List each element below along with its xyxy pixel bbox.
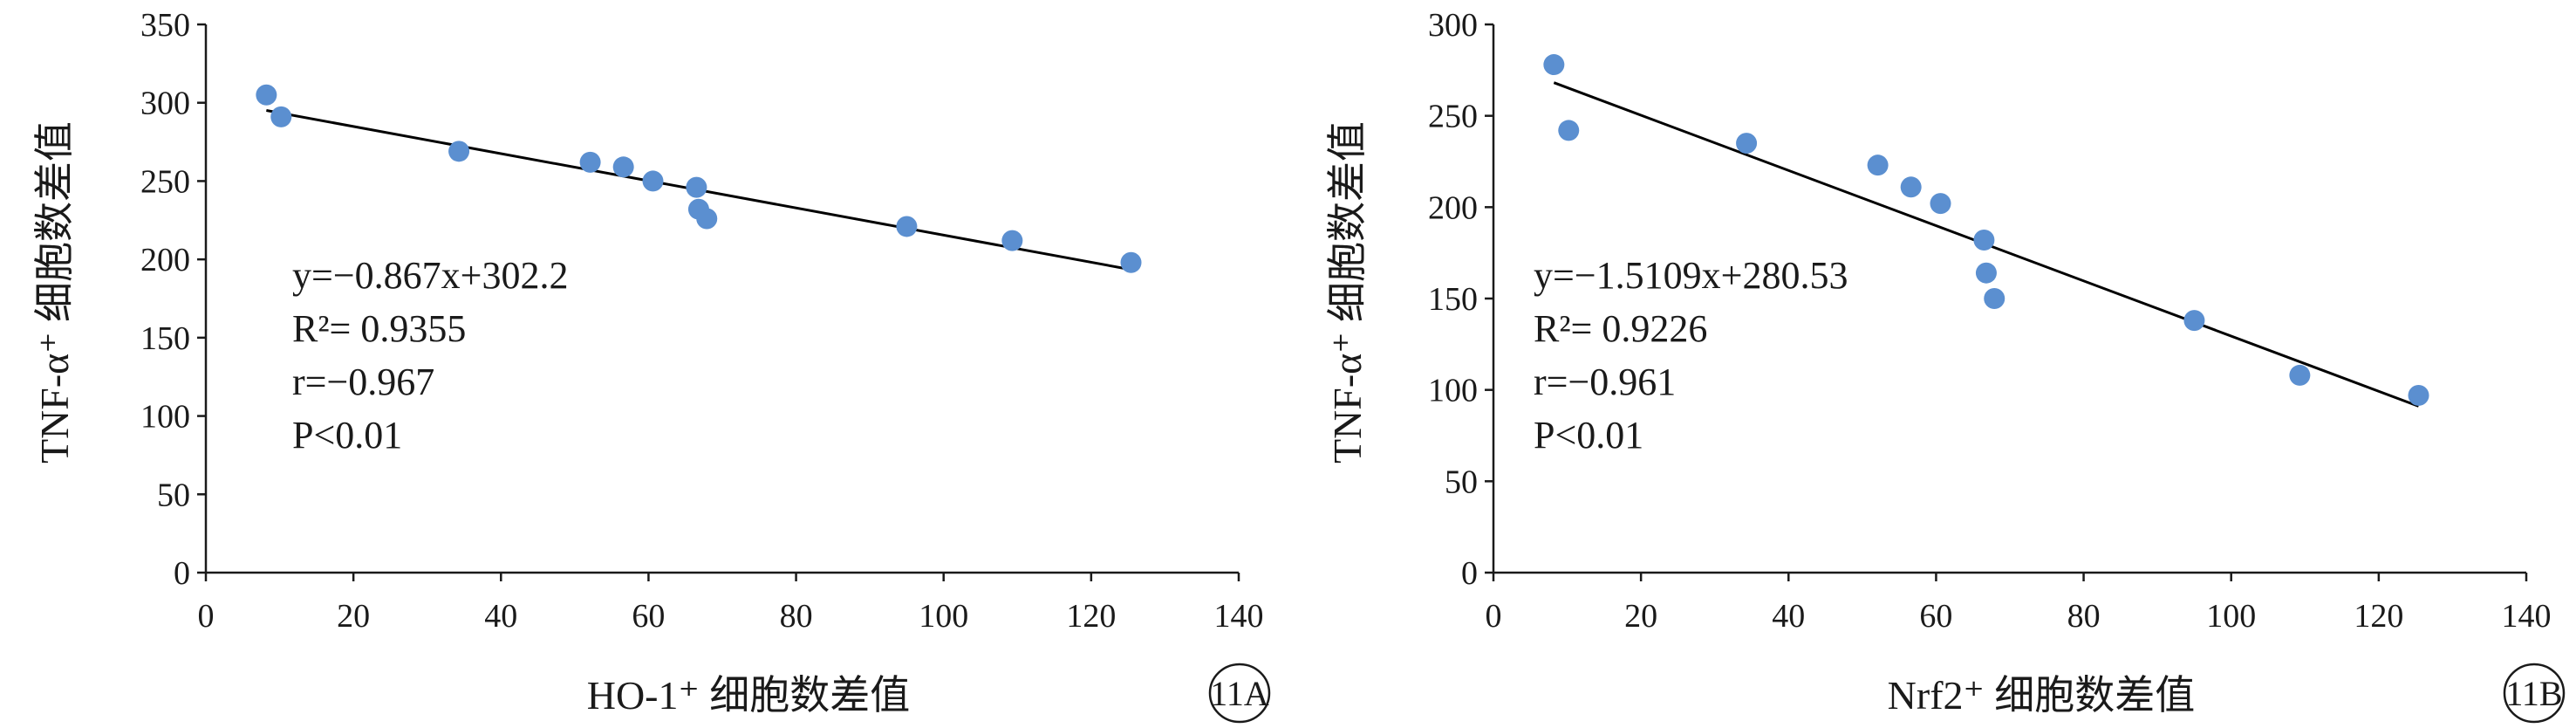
data-point — [896, 216, 918, 237]
figure-badge-11b: 11B — [2503, 663, 2566, 724]
x-tick-label: 20 — [337, 598, 370, 635]
y-axis-label-11b: TNF-α⁺ 细胞数差值 — [1325, 121, 1370, 464]
data-point — [1930, 193, 1951, 215]
y-tick-label: 200 — [1428, 189, 1478, 226]
y-tick-label: 150 — [140, 320, 190, 357]
x-tick-label: 100 — [2206, 598, 2256, 635]
data-point — [1867, 155, 1889, 176]
x-tick-label: 0 — [198, 598, 215, 635]
x-ticks-11a: 0 20 40 60 80 100 120 140 — [198, 573, 1264, 635]
x-tick-label: 100 — [919, 598, 968, 635]
y-tick-label: 300 — [1428, 7, 1478, 44]
y-tick-label: 250 — [140, 163, 190, 200]
y-tick-label: 0 — [1461, 555, 1478, 592]
x-tick-label: 80 — [2067, 598, 2101, 635]
x-tick-label: 80 — [780, 598, 813, 635]
x-tick-label: 140 — [2502, 598, 2552, 635]
p-value-11b: P<0.01 — [1534, 414, 1643, 457]
data-point — [1984, 288, 2005, 309]
data-point — [1736, 133, 1758, 155]
x-tick-label: 20 — [1624, 598, 1657, 635]
data-point — [1900, 176, 1922, 198]
y-tick-label: 300 — [140, 86, 190, 122]
x-tick-label: 40 — [484, 598, 517, 635]
x-tick-label: 0 — [1486, 598, 1502, 635]
r-value-11b: r=−0.961 — [1534, 361, 1676, 403]
data-point — [642, 170, 664, 192]
data-point — [2408, 384, 2429, 406]
y-tick-label: 200 — [140, 242, 190, 278]
figure-badge-label-11a: 11A — [1210, 674, 1269, 713]
chart-11a: 0 50 100 150 200 250 300 350 0 20 40 60 80 100 120 140… — [32, 7, 1271, 724]
x-tick-label: 120 — [2354, 598, 2403, 635]
x-tick-label: 120 — [1066, 598, 1116, 635]
data-point — [448, 141, 470, 162]
r-squared-11a: R²= 0.9355 — [292, 307, 466, 350]
y-tick-label: 350 — [140, 7, 190, 44]
x-axis-label-11b: Nrf2⁺ 细胞数差值 — [1888, 673, 2196, 718]
x-tick-label: 60 — [1919, 598, 1952, 635]
x-tick-label: 40 — [1772, 598, 1805, 635]
p-value-11a: P<0.01 — [292, 414, 402, 457]
y-axis-label-11a: TNF-α⁺ 细胞数差值 — [32, 121, 77, 464]
y-tick-label: 100 — [140, 399, 190, 436]
data-point — [2289, 364, 2311, 386]
y-tick-label: 50 — [157, 477, 190, 513]
r-value-11a: r=−0.967 — [292, 361, 434, 403]
x-tick-label: 60 — [632, 598, 665, 635]
axes-11b — [1492, 24, 2526, 574]
data-point — [1120, 251, 1142, 273]
data-point — [1973, 230, 1995, 251]
chart-11b: 0 50 100 150 200 250 300 0 20 40 60 80 100 120 140 TN… — [1325, 7, 2566, 724]
axes-11a — [204, 24, 1239, 574]
x-axis-label-11a: HO-1⁺ 细胞数差值 — [587, 673, 911, 718]
data-point — [1558, 120, 1580, 141]
equation-11a: y=−0.867x+302.2 — [292, 254, 568, 297]
data-point — [686, 176, 707, 198]
y-ticks-11a: 0 50 100 150 200 250 300 350 — [140, 7, 206, 592]
x-tick-label: 140 — [1214, 598, 1264, 635]
y-tick-label: 250 — [1428, 99, 1478, 135]
figure-badge-11a: 11A — [1208, 663, 1271, 724]
figure-badge-label-11b: 11B — [2505, 674, 2562, 713]
r-squared-11b: R²= 0.9226 — [1534, 307, 1707, 350]
points-11b — [1543, 54, 2429, 406]
data-point — [2183, 310, 2205, 332]
data-point — [579, 151, 601, 173]
data-point — [270, 106, 292, 127]
annotation-11a: y=−0.867x+302.2 R²= 0.9355 r=−0.967 P<0.… — [292, 254, 568, 457]
x-ticks-11b: 0 20 40 60 80 100 120 140 — [1486, 573, 2552, 635]
y-tick-label: 150 — [1428, 281, 1478, 318]
equation-11b: y=−1.5109x+280.53 — [1534, 254, 1848, 297]
y-tick-label: 0 — [174, 555, 190, 592]
data-point — [256, 84, 277, 106]
y-tick-label: 100 — [1428, 373, 1478, 409]
y-ticks-11b: 0 50 100 150 200 250 300 — [1428, 7, 1493, 592]
data-point — [1543, 54, 1565, 76]
y-tick-label: 50 — [1445, 464, 1478, 500]
data-point — [696, 208, 718, 230]
data-point — [1001, 230, 1023, 251]
data-point — [612, 156, 634, 178]
data-point — [1975, 262, 1997, 284]
annotation-11b: y=−1.5109x+280.53 R²= 0.9226 r=−0.961 P<… — [1534, 254, 1848, 457]
points-11a — [256, 84, 1142, 273]
